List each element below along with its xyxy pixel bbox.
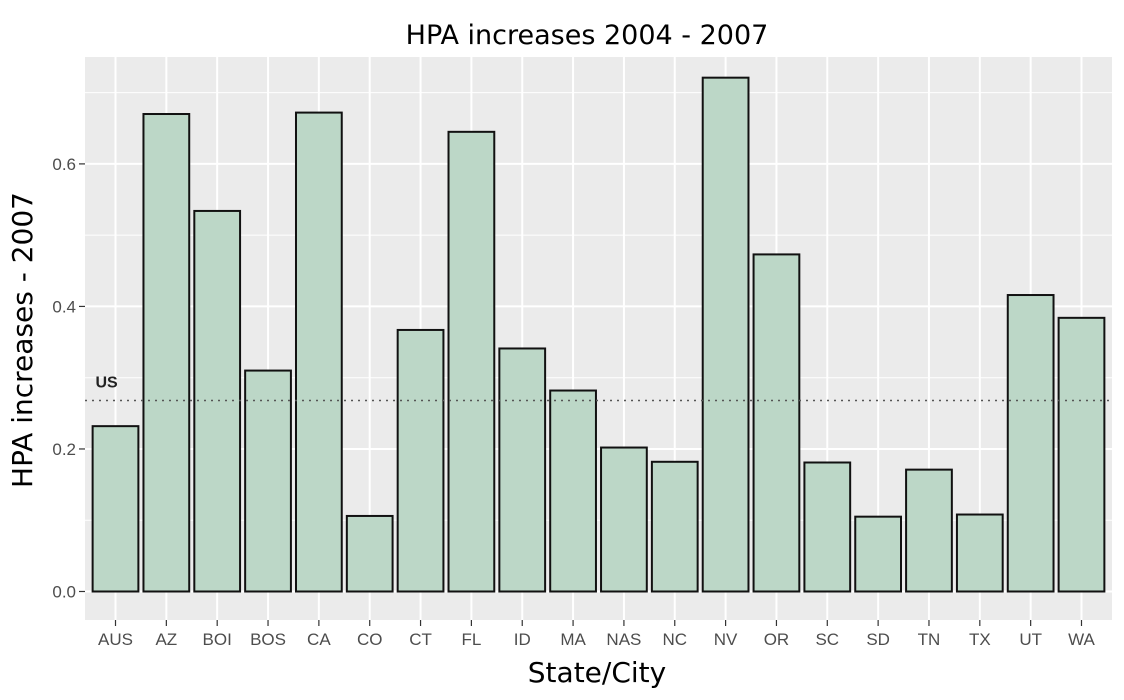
x-tick-label: AUS: [98, 630, 133, 649]
x-axis-ticks: AUS AZ BOI BOS CA CO CT FL ID MA NAS NC NV OR SC SD TN TX…: [98, 620, 1096, 649]
bar-aus: [91, 425, 140, 593]
bar-ma: [549, 389, 597, 593]
bar-sc: [803, 461, 852, 593]
bar-ca: [294, 111, 343, 593]
us-reference-label: US: [96, 375, 119, 392]
bar-nas: [600, 446, 648, 593]
y-tick-label: 0.0: [52, 582, 76, 601]
y-tick-label: 0.4: [52, 297, 76, 316]
x-tick-label: ID: [514, 630, 531, 649]
bar-tn: [905, 468, 953, 593]
bar-id: [498, 347, 547, 593]
x-tick-label: SD: [866, 630, 890, 649]
x-tick-label: WA: [1068, 630, 1095, 649]
x-tick-label: BOS: [250, 630, 286, 649]
bar-fl: [447, 130, 496, 593]
y-axis-ticks: 0.0 0.2 0.4 0.6: [52, 155, 85, 601]
x-tick-label: TX: [969, 630, 991, 649]
x-tick-label: CA: [307, 630, 331, 649]
x-tick-label: NAS: [606, 630, 641, 649]
bar-co: [345, 514, 394, 593]
x-tick-label: SC: [815, 630, 839, 649]
bar-sd: [854, 515, 903, 593]
y-axis-title: HPA increases - 2007: [6, 192, 39, 488]
y-tick-label: 0.2: [52, 440, 76, 459]
x-tick-label: OR: [764, 630, 790, 649]
x-tick-label: BOI: [203, 630, 232, 649]
bar-ct: [396, 328, 445, 593]
x-axis-title: State/City: [528, 656, 666, 689]
x-tick-label: TN: [918, 630, 941, 649]
x-tick-label: MA: [560, 630, 586, 649]
bar-or: [752, 253, 801, 593]
bar-bos: [244, 369, 292, 593]
x-tick-label: FL: [461, 630, 481, 649]
bar-nv: [701, 76, 750, 593]
bars: [91, 76, 1106, 593]
x-tick-label: NV: [714, 630, 738, 649]
bar-az: [142, 113, 191, 593]
chart-title: HPA increases 2004 - 2007: [406, 20, 769, 51]
y-tick-label: 0.6: [52, 155, 76, 174]
x-tick-label: NC: [662, 630, 687, 649]
bar-ut: [1006, 294, 1055, 593]
bar-wa: [1057, 316, 1106, 593]
bar-nc: [650, 460, 699, 593]
x-tick-label: UT: [1019, 630, 1042, 649]
x-tick-label: AZ: [155, 630, 177, 649]
reference-line-group: US: [85, 375, 1112, 402]
x-tick-label: CO: [357, 630, 383, 649]
bar-tx: [955, 513, 1004, 593]
x-tick-label: CT: [409, 630, 432, 649]
